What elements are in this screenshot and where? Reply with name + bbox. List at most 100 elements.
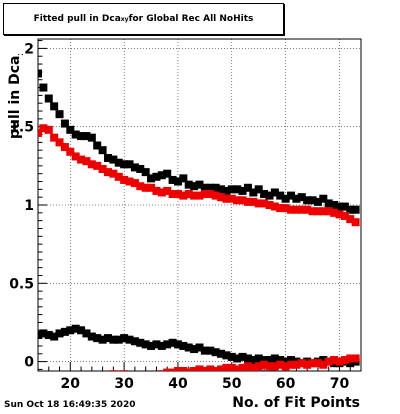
data-point-series-4 [281,362,290,371]
data-point-series-2 [303,205,312,214]
x-tick-label: 50 [222,376,242,392]
data-point-series-4 [222,363,231,371]
data-point-series-1 [130,163,139,172]
data-point-series-1 [330,201,339,209]
data-point-series-4 [136,372,144,380]
data-point-series-2 [340,211,349,220]
data-point-series-1 [39,83,48,92]
data-point-series-3 [173,340,182,349]
data-point-series-1 [335,202,344,211]
data-point-series-3 [190,345,199,354]
data-point-series-4 [254,362,263,371]
data-point-series-1 [55,110,64,119]
data-point-series-1 [303,196,312,205]
data-point-series-1 [60,119,69,128]
data-point-series-3 [136,338,145,347]
data-point-series-4 [351,354,360,363]
data-point-series-4 [249,363,258,371]
grid-lines [38,39,361,371]
data-point-series-1 [71,130,80,139]
data-point-series-2 [190,191,199,200]
data-point-series-2 [168,190,177,199]
data-point-series-1 [313,197,322,206]
data-point-series-3 [227,352,236,361]
data-point-series-2 [77,155,86,164]
data-point-series-4 [217,365,226,371]
data-point-series-1 [66,125,75,134]
data-point-series-1 [319,194,328,203]
data-point-series-1 [103,154,112,163]
data-point-series-3 [281,357,290,366]
data-point-series-2 [93,161,102,170]
data-point-series-3 [200,346,209,355]
y-axis-label-main: pull in Dca [7,56,23,139]
data-point-series-3 [152,340,161,349]
data-point-series-2 [222,194,231,203]
data-point-series-1 [157,171,166,180]
data-point-series-2 [206,190,215,199]
x-tick-label: 60 [276,376,296,392]
data-point-series-2 [71,152,80,161]
data-point-series-3 [87,332,96,341]
data-point-series-3 [44,330,53,339]
data-point-series-2 [109,169,118,178]
data-point-series-3 [66,326,75,335]
data-point-series-1 [260,190,269,199]
data-point-series-4 [99,375,107,383]
data-point-series-3 [179,341,188,350]
data-point-series-2 [319,207,328,216]
data-point-series-2 [157,188,166,197]
data-point-series-1 [114,158,123,167]
data-point-series-4 [340,356,349,365]
data-point-series-1 [249,188,258,197]
data-point-series-4 [88,376,96,384]
data-point-series-2 [200,190,209,199]
data-point-series-4 [308,359,317,368]
y-tick-label: 0.5 [9,276,34,292]
data-point-series-3 [71,324,80,333]
y-axis-label-sub: xy [16,54,24,56]
data-point-series-1 [163,169,172,178]
data-point-series-4 [346,354,355,363]
data-point-series-1 [82,132,91,141]
data-point-series-4 [324,357,333,366]
data-point-series-3 [77,326,86,335]
data-point-series-3 [93,334,102,343]
data-point-series-4 [157,370,166,371]
data-point-series-1 [233,185,242,194]
x-tick-label: 70 [330,376,350,392]
data-point-series-1 [109,155,118,164]
data-point-series-3 [195,343,204,352]
x-tick-label: 40 [168,376,188,392]
data-point-series-3 [82,329,91,338]
data-point-series-1 [340,202,349,211]
data-point-series-2 [217,193,226,202]
data-point-series-2 [130,179,139,188]
data-point-series-4 [330,356,339,365]
data-point-series-3 [217,349,226,358]
data-point-series-2 [324,207,333,216]
data-point-series-2 [173,190,182,199]
data-point-series-1 [276,191,285,200]
data-point-series-4 [303,360,312,369]
data-point-series-3 [270,354,279,363]
data-point-series-2 [227,194,236,203]
data-point-series-4 [319,360,328,369]
data-point-series-4 [45,384,53,392]
x-tick-label: 20 [61,376,81,392]
data-point-series-4 [168,368,177,371]
data-point-series-4 [292,360,301,369]
data-point-series-2 [243,197,252,206]
data-point-series-1 [308,196,317,205]
data-point-series-4 [93,375,101,383]
data-point-series-2 [330,208,339,217]
data-point-series-1 [222,186,231,195]
data-point-series-2 [60,143,69,152]
x-axis-label: No. of Fit Points [232,395,360,411]
data-point-series-3 [319,356,328,365]
data-point-series-2 [82,157,91,166]
data-point-series-2 [179,191,188,200]
data-point-series-1 [93,141,102,150]
data-point-series-3 [98,335,107,344]
